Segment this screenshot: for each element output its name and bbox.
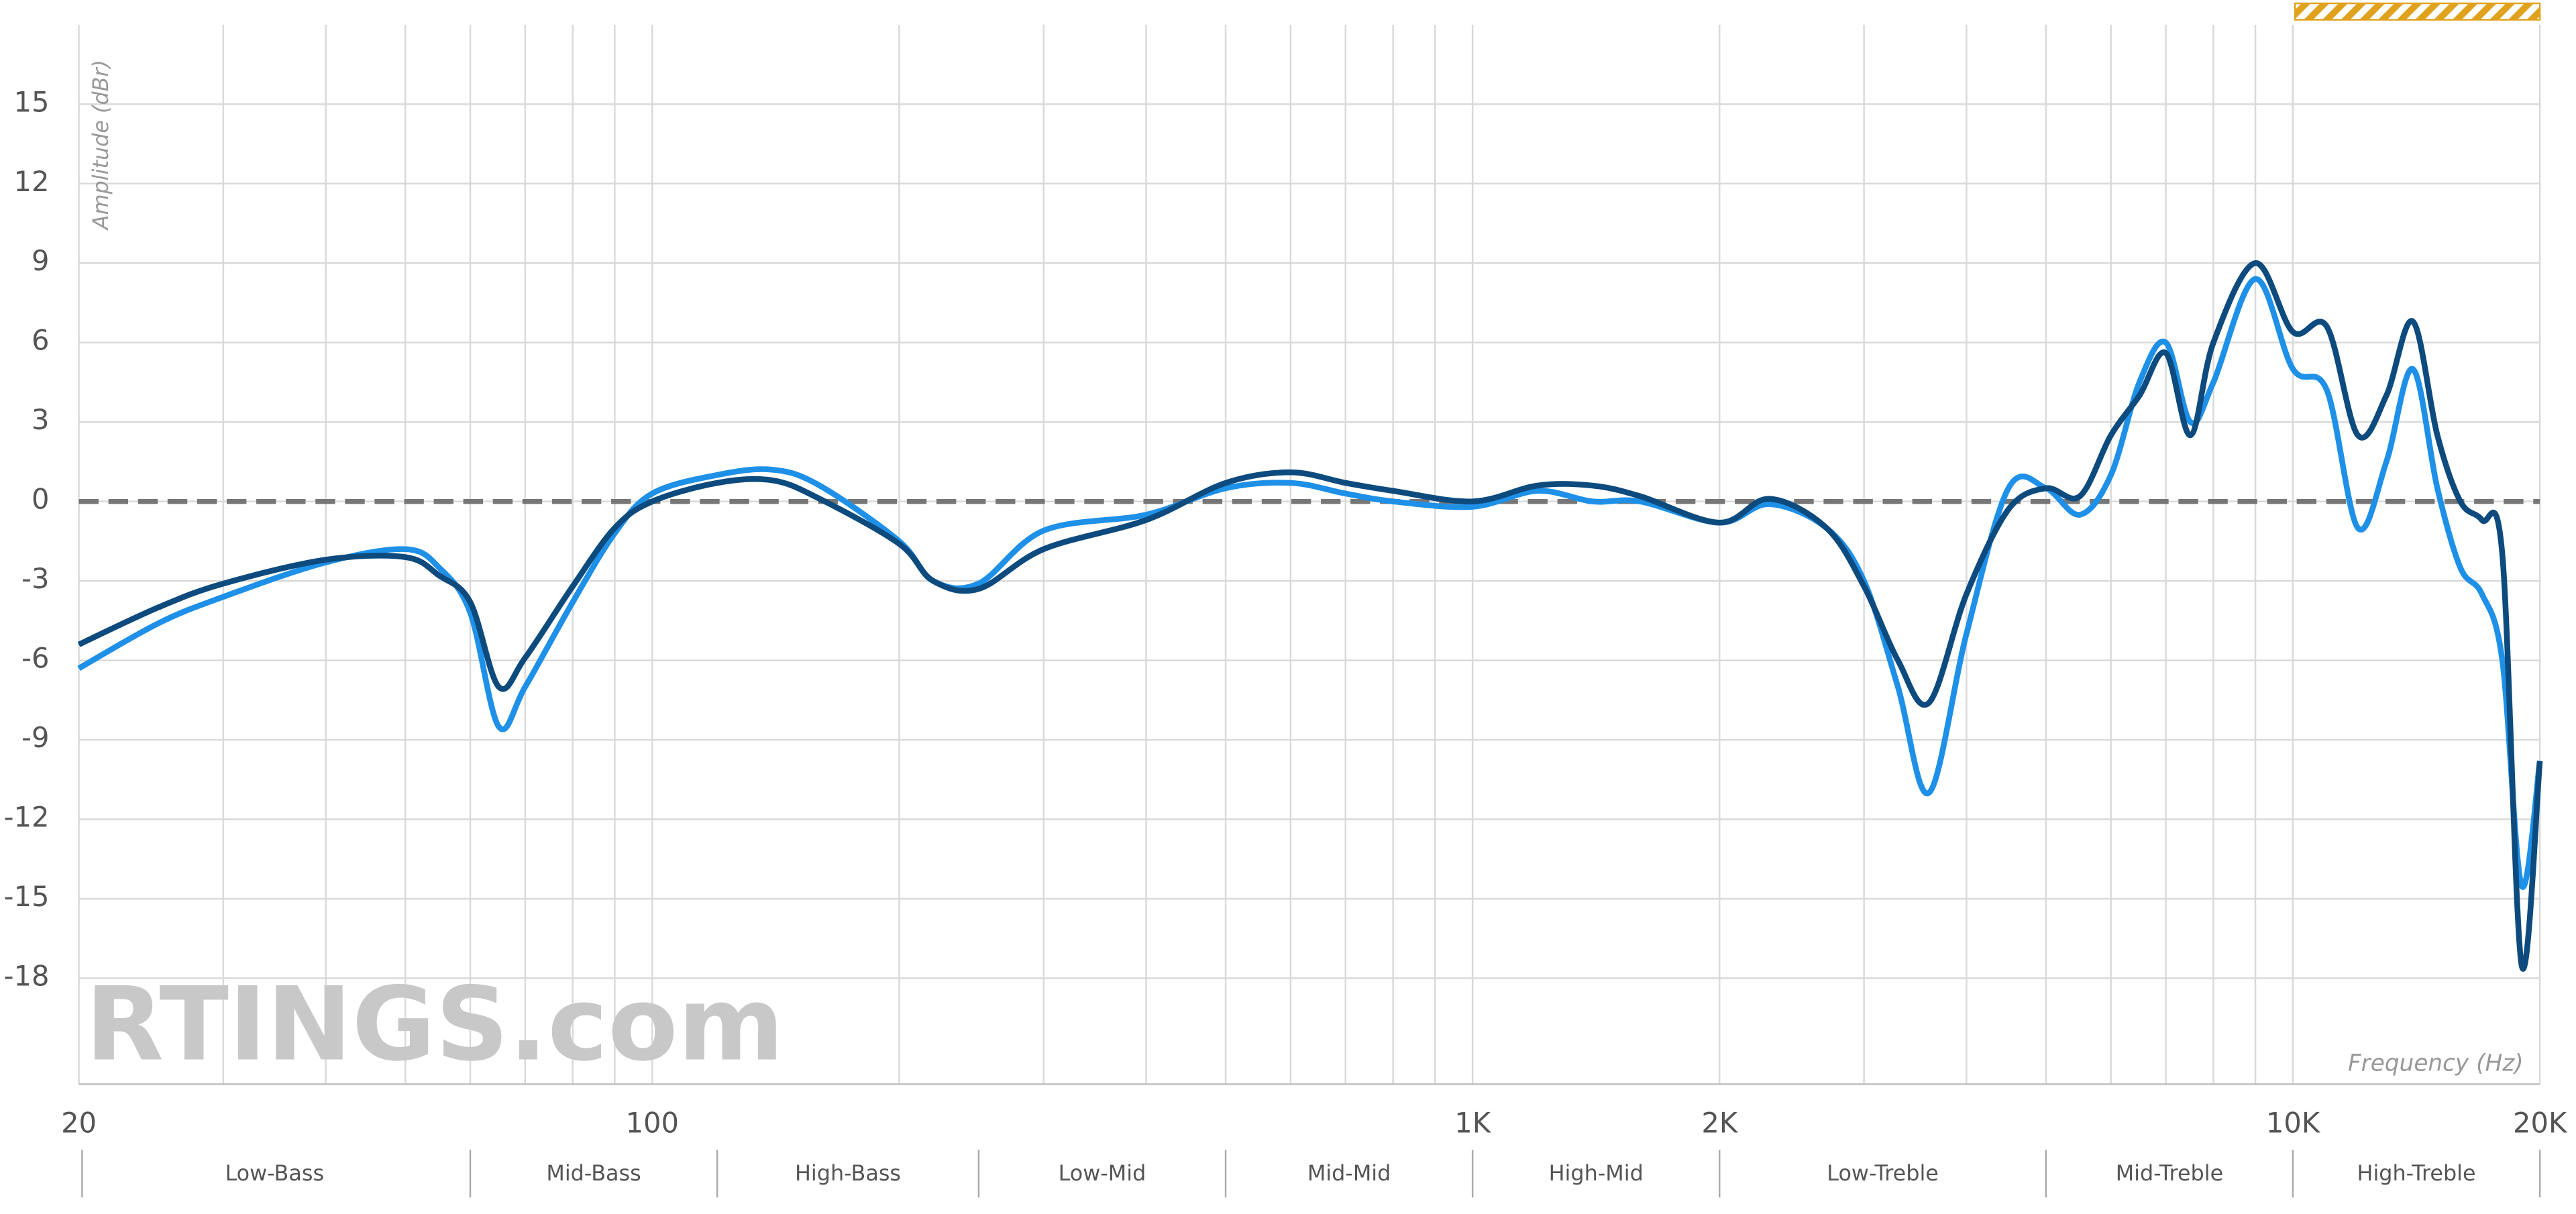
y-tick-label: -6 [21,642,50,675]
x-tick-label: 100 [626,1107,679,1140]
band-label: Low-Treble [1827,1160,1939,1186]
y-tick-label: 15 [14,85,50,118]
watermark: RTINGS.com [85,965,784,1084]
y-tick-label: -3 [21,562,50,595]
y-tick-label: -12 [3,801,49,834]
band-label: Low-Mid [1059,1160,1146,1186]
y-tick-label: 0 [32,483,49,516]
x-tick-label: 10K [2266,1107,2321,1140]
y-tick-label: -18 [3,959,49,992]
y-tick-label: -9 [21,721,50,754]
band-label: High-Mid [1549,1160,1644,1186]
band-label: Low-Bass [225,1160,325,1186]
band-label: High-Treble [2357,1160,2476,1186]
x-axis-label: Frequency (Hz) [2348,1050,2524,1077]
band-label: High-Bass [795,1160,901,1186]
x-tick-label: 1K [1454,1107,1491,1140]
band-label: Mid-Bass [546,1160,641,1186]
band-label: Mid-Treble [2116,1160,2223,1186]
y-axis-label: Amplitude (dBr) [88,60,113,231]
y-tick-label: 12 [14,165,50,198]
x-tick-label: 2K [1701,1107,1738,1140]
band-label: Mid-Mid [1307,1160,1391,1186]
x-tick-label: 20 [61,1107,97,1140]
y-tick-label: 3 [32,403,49,436]
y-tick-label: 6 [32,324,49,357]
frequency-response-line [77,260,2543,972]
y-tick-label: -15 [3,880,49,913]
y-tick-label: 9 [32,244,49,277]
badge [2294,2,2541,21]
x-tick-label: 20K [2513,1107,2568,1140]
